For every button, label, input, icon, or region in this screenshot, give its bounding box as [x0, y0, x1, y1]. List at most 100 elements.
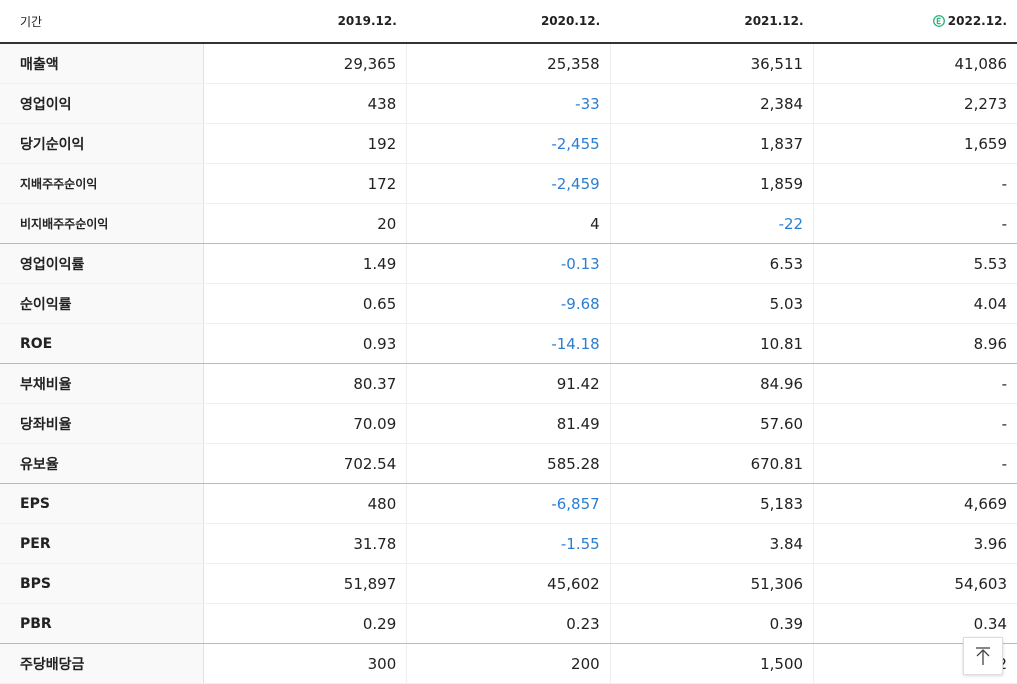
value-cell: 0.65 — [202, 283, 407, 324]
table-row: 매출액 29,365 25,358 36,511 41,086 — [0, 43, 1017, 84]
value-cell: 5.53 — [813, 243, 1017, 284]
value-cell: 41,086 — [813, 43, 1017, 84]
table-row: 부채비율 80.37 91.42 84.96- — [0, 363, 1017, 404]
row-label: EPS — [0, 483, 204, 524]
value-cell: 300 — [202, 643, 407, 684]
scroll-top-button[interactable] — [963, 637, 1003, 675]
value-cell: 5.03 — [609, 283, 814, 324]
value-cell: 2,273 — [813, 83, 1017, 124]
value-cell: -2,455 — [406, 123, 611, 164]
value-cell: 585.28 — [406, 443, 611, 484]
value-cell: 91.42 — [406, 363, 611, 404]
value-cell: -1.55 — [406, 523, 611, 564]
row-label: BPS — [0, 563, 204, 604]
table-row: 비지배주주순이익 20 4 -22- — [0, 203, 1017, 244]
value-cell: 480 — [202, 483, 407, 524]
value-cell: 80.37 — [202, 363, 407, 404]
value-cell: 1,859 — [609, 163, 814, 204]
value-cell: 2,384 — [609, 83, 814, 124]
value-cell: - — [813, 363, 1017, 404]
table-row: ROE 0.93 -14.18 10.81 8.96 — [0, 323, 1017, 364]
value-cell: 29,365 — [202, 43, 407, 84]
value-cell: - — [813, 403, 1017, 444]
value-cell: - — [813, 163, 1017, 204]
value-cell: 3.96 — [813, 523, 1017, 564]
row-label: 순이익률 — [0, 283, 204, 324]
value-cell: -22 — [609, 203, 814, 244]
value-cell: 200 — [406, 643, 611, 684]
table-row: EPS 480 -6,857 5,183 4,669 — [0, 483, 1017, 524]
value-cell: -33 — [406, 83, 611, 124]
value-cell: 81.49 — [406, 403, 611, 444]
header-cell: 2020.12. — [406, 0, 611, 44]
value-cell: -14.18 — [406, 323, 611, 364]
value-cell: 31.78 — [202, 523, 407, 564]
value-cell: 0.34 — [813, 603, 1017, 644]
row-label: PBR — [0, 603, 204, 644]
header-text: 2021.12. — [744, 14, 804, 28]
value-cell: 51,897 — [202, 563, 407, 604]
value-cell: 0.39 — [609, 603, 814, 644]
header-text: 2022.12. — [947, 14, 1007, 28]
table-row: 지배주주순이익 172 -2,459 1,859- — [0, 163, 1017, 204]
value-cell: 8.96 — [813, 323, 1017, 364]
value-cell: 51,306 — [609, 563, 814, 604]
value-cell: 25,358 — [406, 43, 611, 84]
value-cell: 36,511 — [609, 43, 814, 84]
header-cell: 기간 — [0, 0, 204, 44]
value-cell: 670.81 — [609, 443, 814, 484]
value-cell: 6.53 — [609, 243, 814, 284]
value-cell: 57.60 — [609, 403, 814, 444]
row-label: 영업이익 — [0, 83, 204, 124]
row-label: 매출액 — [0, 43, 204, 84]
value-cell: 192 — [202, 123, 407, 164]
value-cell: - — [813, 443, 1017, 484]
table-row: PER 31.78 -1.55 3.84 3.96 — [0, 523, 1017, 564]
row-label: ROE — [0, 323, 204, 364]
value-cell: - — [813, 203, 1017, 244]
row-label: PER — [0, 523, 204, 564]
value-cell: 1,659 — [813, 123, 1017, 164]
value-cell: 1,837 — [609, 123, 814, 164]
value-cell: 1,500 — [609, 643, 814, 684]
value-cell: -6,857 — [406, 483, 611, 524]
value-cell: 438 — [202, 83, 407, 124]
value-cell: -2,459 — [406, 163, 611, 204]
value-cell: 172 — [202, 163, 407, 204]
scroll-top-icon — [976, 647, 990, 665]
value-cell: 84.96 — [609, 363, 814, 404]
table-row: 당기순이익 192 -2,455 1,837 1,659 — [0, 123, 1017, 164]
table-row: PBR 0.29 0.23 0.39 0.34 — [0, 603, 1017, 644]
table-row: 유보율 702.54 585.28 670.81- — [0, 443, 1017, 484]
value-cell: 5,183 — [609, 483, 814, 524]
value-cell: 4,669 — [813, 483, 1017, 524]
header-cell: 2022.12. — [813, 0, 1017, 44]
row-label: 당좌비율 — [0, 403, 204, 444]
row-label: 당기순이익 — [0, 123, 204, 164]
estimate-icon — [932, 15, 945, 27]
value-cell: 4.04 — [813, 283, 1017, 324]
value-cell: 0.29 — [202, 603, 407, 644]
value-cell: 45,602 — [406, 563, 611, 604]
header-cell: 2021.12. — [610, 0, 814, 44]
value-cell: 10.81 — [609, 323, 814, 364]
row-label: 부채비율 — [0, 363, 204, 404]
table-row: 순이익률 0.65 -9.68 5.03 4.04 — [0, 283, 1017, 324]
value-cell: 20 — [202, 203, 407, 244]
value-cell: 4 — [406, 203, 611, 244]
row-label: 유보율 — [0, 443, 204, 484]
table-row: BPS 51,897 45,602 51,306 54,603 — [0, 563, 1017, 604]
table-row: 당좌비율 70.09 81.49 57.60- — [0, 403, 1017, 444]
value-cell: -9.68 — [406, 283, 611, 324]
row-label: 주당배당금 — [0, 643, 204, 684]
table-row: 영업이익률 1.49 -0.13 6.53 5.53 — [0, 243, 1017, 284]
value-cell: 702.54 — [202, 443, 407, 484]
row-label: 비지배주주순이익 — [0, 203, 204, 244]
value-cell: 0.23 — [406, 603, 611, 644]
value-cell: 0.93 — [202, 323, 407, 364]
row-label: 지배주주순이익 — [0, 163, 204, 204]
table-row: 영업이익 438 -33 2,384 2,273 — [0, 83, 1017, 124]
header-cell: 2019.12. — [203, 0, 407, 44]
